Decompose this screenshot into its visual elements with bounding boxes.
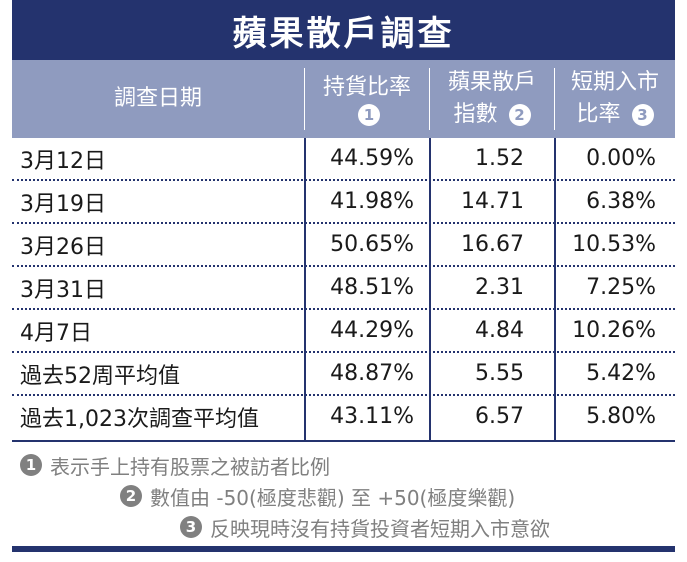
row-date: 過去1,023次調查平均值 (20, 406, 259, 432)
row-index: 2.31 (475, 275, 524, 300)
table-header: 調查日期 持貨比率 1 蘋果散戶 指數 2 短期入市 比率 3 (12, 60, 675, 138)
row-index: 14.71 (461, 189, 524, 214)
row-entry: 0.00% (586, 146, 656, 171)
table-row: 3月19日 41.98% 14.71 6.38% (12, 181, 675, 224)
row-holding: 41.98% (330, 189, 414, 214)
column-divider (429, 138, 431, 440)
row-index: 5.55 (475, 361, 524, 386)
header-divider (554, 68, 555, 130)
header-index-label-line1: 蘋果散戶 (447, 70, 536, 95)
row-holding: 44.59% (330, 146, 414, 171)
row-holding: 48.51% (330, 275, 414, 300)
row-index: 4.84 (475, 318, 524, 343)
row-entry: 10.26% (572, 318, 656, 343)
footnote-1: 1 表示手上持有股票之被訪者比例 (20, 450, 330, 480)
table-row: 過去1,023次調查平均值 43.11% 6.57 5.80% (12, 396, 675, 439)
row-date: 3月19日 (20, 191, 106, 217)
row-index: 1.52 (475, 146, 524, 171)
note-1-badge: 1 (358, 104, 380, 126)
footnote-1-badge: 1 (20, 454, 42, 476)
table-row: 3月31日 48.51% 2.31 7.25% (12, 267, 675, 310)
header-divider (304, 68, 305, 130)
row-index: 6.57 (475, 404, 524, 429)
footnote-3-badge: 3 (180, 516, 202, 538)
header-index-label-line2: 指數 (453, 102, 498, 127)
row-date: 4月7日 (20, 320, 92, 346)
note-3-badge: 3 (631, 104, 654, 126)
footnote-3-text: 反映現時沒有持貨投資者短期入市意欲 (210, 516, 550, 541)
header-retail-index: 蘋果散戶 指數 2 (430, 60, 554, 138)
table-bottom-rule (12, 440, 675, 442)
header-entry-label-line1: 短期入市 (570, 70, 659, 95)
row-date: 3月31日 (20, 277, 106, 303)
table-row: 過去52周平均值 48.87% 5.55 5.42% (12, 353, 675, 396)
note-2-badge: 2 (508, 104, 531, 126)
row-date: 3月12日 (20, 148, 106, 174)
row-entry: 7.25% (586, 275, 656, 300)
row-index: 16.67 (461, 232, 524, 257)
footnote-2-text: 數值由 -50(極度悲觀) 至 +50(極度樂觀) (150, 485, 516, 510)
footnote-2-badge: 2 (120, 485, 142, 507)
row-entry: 6.38% (586, 189, 656, 214)
row-date: 3月26日 (20, 234, 106, 260)
row-entry: 5.80% (586, 404, 656, 429)
header-entry-label-line2: 比率 (576, 102, 621, 127)
row-date: 過去52周平均值 (20, 363, 180, 389)
footnote-3: 3 反映現時沒有持貨投資者短期入市意欲 (180, 512, 550, 542)
footnote-1-text: 表示手上持有股票之被訪者比例 (50, 454, 330, 479)
table-row: 4月7日 44.29% 4.84 10.26% (12, 310, 675, 353)
column-divider (554, 138, 556, 440)
footer-rule (12, 546, 675, 552)
row-holding: 48.87% (330, 361, 414, 386)
row-entry: 10.53% (572, 232, 656, 257)
header-holding-ratio: 持貨比率 1 (305, 60, 429, 138)
survey-table: 蘋果散戶調查 調查日期 持貨比率 1 蘋果散戶 指數 2 短期入市 比率 3 3 (12, 0, 675, 552)
row-holding: 43.11% (330, 404, 414, 429)
table-row: 3月26日 50.65% 16.67 10.53% (12, 224, 675, 267)
column-divider (304, 138, 306, 440)
table-row: 3月12日 44.59% 1.52 0.00% (12, 138, 675, 181)
header-entry-ratio: 短期入市 比率 3 (555, 60, 675, 138)
row-entry: 5.42% (586, 361, 656, 386)
header-holding-label: 持貨比率 (322, 75, 411, 100)
header-divider (429, 68, 430, 130)
footnote-2: 2 數值由 -50(極度悲觀) 至 +50(極度樂觀) (120, 481, 515, 511)
row-holding: 44.29% (330, 318, 414, 343)
row-holding: 50.65% (330, 232, 414, 257)
header-date: 調查日期 (12, 60, 304, 138)
table-title: 蘋果散戶調查 (12, 0, 675, 60)
header-date-label: 調查日期 (113, 86, 202, 111)
